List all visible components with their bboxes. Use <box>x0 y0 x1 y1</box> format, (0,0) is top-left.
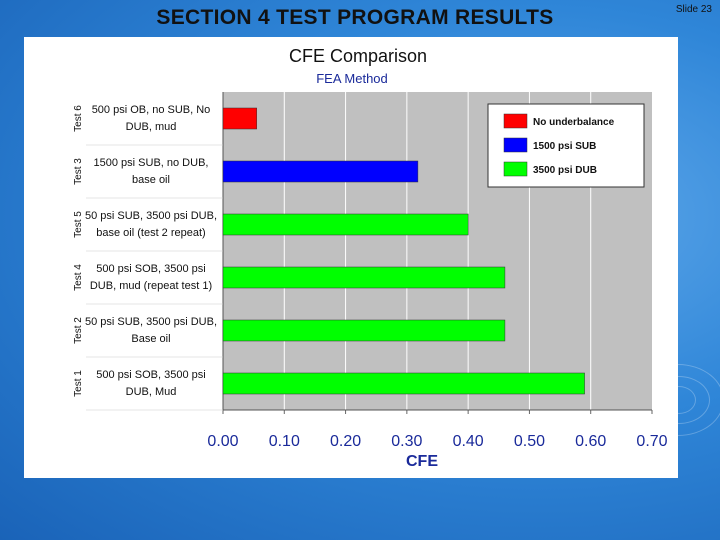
bar-category-label: base oil <box>132 174 170 186</box>
x-axis-label: CFE <box>406 453 438 470</box>
chart-panel: CFE Comparison FEA Method CFE 0.00 0.10 0.… <box>24 37 678 478</box>
legend-swatch <box>503 113 528 129</box>
bar-category-label: 500 psi OB, no SUB, No <box>92 104 211 116</box>
chart-subtitle: FEA Method <box>316 71 388 86</box>
bar-category-label: Base oil <box>131 333 170 345</box>
x-tick-label: 0.20 <box>330 433 361 450</box>
legend-swatch <box>503 137 528 153</box>
legend-swatch <box>503 161 528 177</box>
test-id-label: Test 3 <box>73 158 84 185</box>
test-id-label: Test 5 <box>73 211 84 238</box>
bar <box>222 266 506 289</box>
bar-category-label: DUB, mud (repeat test 1) <box>90 280 212 292</box>
chart-title: CFE Comparison <box>289 46 427 66</box>
legend-label: 1500 psi SUB <box>533 141 596 152</box>
bar-category-label: DUB, Mud <box>126 386 177 398</box>
x-tick-label: 0.50 <box>514 433 545 450</box>
bar-category-label: DUB, mud <box>126 121 177 133</box>
bar <box>222 160 419 183</box>
test-id-label: Test 2 <box>73 317 84 344</box>
bar-category-label: 50 psi SUB, 3500 psi DUB, <box>85 210 217 222</box>
test-id-label: Test 6 <box>73 105 84 132</box>
x-tick-label: 0.60 <box>575 433 606 450</box>
test-id-label: Test 1 <box>73 370 84 397</box>
bar-category-label: base oil (test 2 repeat) <box>96 227 205 239</box>
bar-category-label: 1500 psi SUB, no DUB, <box>94 157 209 169</box>
bar <box>222 213 469 236</box>
bar <box>222 372 585 395</box>
x-tick-label: 0.70 <box>636 433 667 450</box>
slide-number: Slide 23 <box>675 4 712 15</box>
x-tick-label: 0.40 <box>453 433 484 450</box>
bar-category-label: 50 psi SUB, 3500 psi DUB, <box>85 316 217 328</box>
bar-category-label: 500 psi SOB, 3500 psi <box>96 369 205 381</box>
bar <box>222 107 257 130</box>
test-id-label: Test 4 <box>73 264 84 291</box>
bar <box>222 319 506 342</box>
x-tick-label: 0.30 <box>391 433 422 450</box>
bar-category-label: 500 psi SOB, 3500 psi <box>96 263 205 275</box>
x-tick-label: 0.00 <box>207 433 238 450</box>
legend-label: No underbalance <box>533 117 615 128</box>
legend-label: 3500 psi DUB <box>533 165 597 176</box>
x-tick-label: 0.10 <box>269 433 300 450</box>
slide-title: SECTION 4 TEST PROGRAM RESULTS <box>156 6 554 29</box>
cfe-bar-chart: CFE Comparison FEA Method CFE 0.00 0.10 0.… <box>73 46 668 470</box>
